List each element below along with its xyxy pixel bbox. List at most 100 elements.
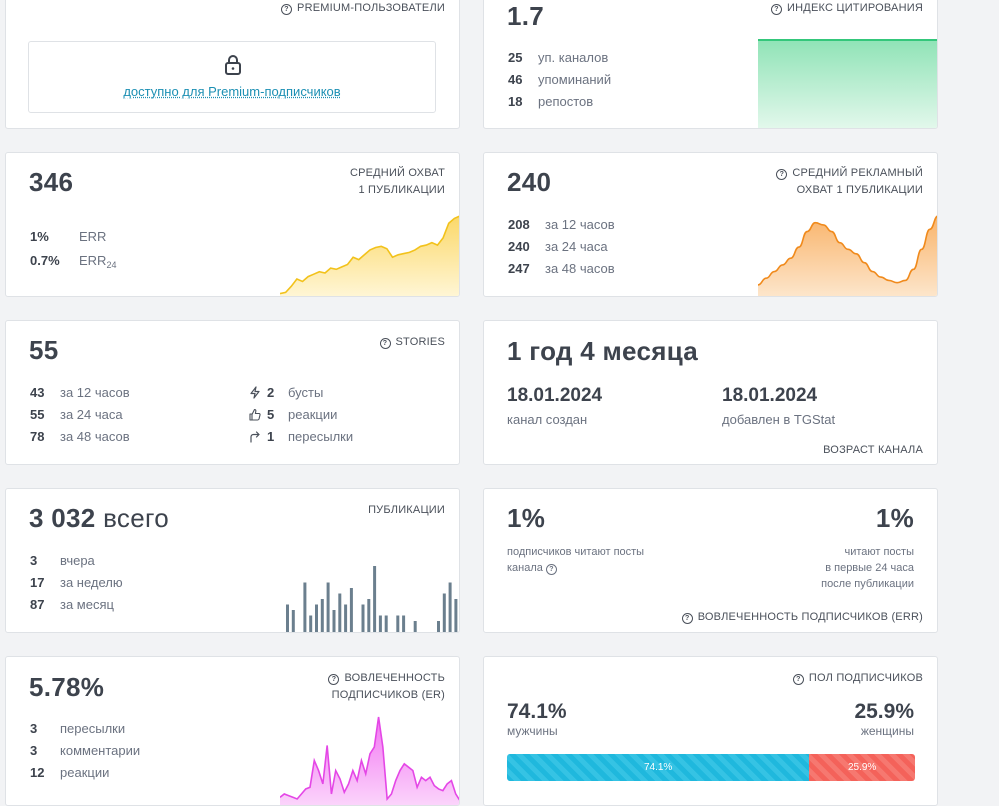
- er-chart: [280, 716, 459, 805]
- posts-bar: [437, 621, 440, 632]
- stories-card: 55 ? STORIES 43 за 12 часов 55 за 24 часа 7…: [5, 320, 460, 465]
- age-value: 1 год 4 месяца: [507, 336, 699, 366]
- posts-bar: [454, 599, 458, 632]
- age-card: 1 год 4 месяца 18.01.2024 канал создан 1…: [483, 320, 938, 465]
- citation-chart: [758, 39, 937, 128]
- help-icon[interactable]: ?: [681, 613, 693, 624]
- err-left-text: подписчиков читают посты канала ?: [507, 546, 645, 575]
- err-right-text: читают посты в первые 24 часа после публик…: [821, 546, 914, 590]
- stories-boosts-row: 2 бусты: [249, 385, 323, 400]
- help-icon[interactable]: ?: [379, 338, 391, 349]
- thumbs-up-icon: [249, 408, 261, 421]
- ad-reach-label: ? СРЕДНИЙ РЕКЛАМНЫЙ ОХВАТ 1 ПУБЛИКАЦИИ: [776, 165, 923, 199]
- premium-label: ? PREMIUM-ПОЛЬЗОВАТЕЛИ: [281, 0, 445, 17]
- citation-value: 1.7: [507, 1, 545, 31]
- posts-bar: [315, 604, 318, 632]
- help-icon[interactable]: ?: [328, 674, 340, 685]
- help-icon[interactable]: ?: [771, 4, 783, 15]
- posts-bar: [367, 599, 371, 632]
- reach-chart: [280, 215, 459, 296]
- er-chart-line: [280, 716, 459, 801]
- citation-row: 25 уп. каналов: [508, 50, 609, 65]
- gender-female-label: женщины: [860, 724, 914, 738]
- reach-chart-line: [280, 215, 459, 295]
- stories-row: 55 за 24 часа: [30, 407, 123, 422]
- stories-shares-row: 1 пересылки: [249, 429, 353, 444]
- posts-card: 3 032 всего ПУБЛИКАЦИИ 3 вчера 17 за недел…: [5, 488, 460, 633]
- posts-row: 87 за месяц: [30, 597, 114, 612]
- stories-reactions-row: 5 реакции: [249, 407, 337, 422]
- posts-bar: [338, 593, 342, 632]
- help-icon[interactable]: ?: [281, 4, 293, 15]
- help-icon[interactable]: ?: [792, 674, 804, 685]
- er-value: 5.78%: [29, 672, 105, 702]
- citation-label: ? ИНДЕКС ЦИТИРОВАНИЯ: [771, 0, 923, 17]
- posts-row: 17 за неделю: [30, 575, 123, 590]
- age-created-date: 18.01.2024: [507, 385, 603, 406]
- posts-bar: [448, 582, 452, 632]
- citation-row: 18 репостов: [508, 94, 594, 109]
- gender-male-label: мужчины: [507, 724, 558, 738]
- posts-bar: [384, 615, 388, 632]
- posts-label: ПУБЛИКАЦИИ: [368, 504, 445, 516]
- ad-reach-chart: [758, 215, 937, 296]
- ad-reach-row: 208 за 12 часов: [508, 217, 615, 232]
- gender-label: ? ПОЛ ПОДПИСЧИКОВ: [792, 670, 923, 687]
- reach-row: 1% ERR: [30, 229, 107, 244]
- posts-bar: [349, 588, 353, 632]
- posts-bar: [320, 599, 324, 632]
- posts-bar: [309, 615, 313, 632]
- reach-chart-area: [280, 216, 459, 296]
- posts-bar: [332, 610, 336, 632]
- posts-value-suffix: всего: [103, 503, 169, 533]
- age-added-date: 18.01.2024: [722, 385, 818, 406]
- posts-bar: [402, 615, 406, 632]
- posts-bar: [378, 615, 382, 632]
- posts-bar: [373, 566, 377, 632]
- share-arrow-icon: [250, 431, 260, 443]
- ad-reach-chart-line: [758, 215, 937, 286]
- ad-reach-row: 240 за 24 часа: [508, 239, 608, 254]
- err-right-value: 1%: [875, 503, 914, 533]
- age-label: ВОЗРАСТ КАНАЛА: [823, 444, 923, 456]
- ad-reach-chart-area: [758, 216, 937, 296]
- gender-card: ? ПОЛ ПОДПИСЧИКОВ 74.1% мужчины 25.9% жен…: [483, 656, 938, 806]
- posts-bar: [361, 604, 365, 632]
- age-added-label: добавлен в TGStat: [722, 412, 836, 427]
- stories-value: 55: [29, 335, 59, 365]
- gender-bar: 74.1% 25.9%: [507, 754, 915, 781]
- help-icon[interactable]: ?: [776, 169, 788, 180]
- er-row: 12 реакции: [30, 765, 110, 780]
- posts-bar: [442, 593, 446, 632]
- gender-male-value: 74.1%: [507, 700, 567, 723]
- bolt-icon: [250, 386, 260, 399]
- stories-row: 78 за 48 часов: [30, 429, 130, 444]
- citation-row: 46 упоминаний: [508, 72, 612, 87]
- help-icon[interactable]: ?: [545, 562, 562, 575]
- premium-link[interactable]: доступно для Premium-подписчиков: [123, 84, 341, 99]
- posts-bar: [303, 582, 307, 632]
- posts-bar: [286, 604, 289, 632]
- er-label: ? ВОВЛЕЧЕННОСТЬ ПОДПИСЧИКОВ (ER): [328, 670, 445, 704]
- citation-area: [758, 39, 937, 128]
- stories-row: 43 за 12 часов: [30, 385, 130, 400]
- err-label: ? ВОВЛЕЧЕННОСТЬ ПОДПИСЧИКОВ (ERR): [681, 609, 923, 626]
- er-card: 5.78% ? ВОВЛЕЧЕННОСТЬ ПОДПИСЧИКОВ (ER) 3 пе…: [5, 656, 460, 806]
- ad-reach-row: 247 за 48 часов: [508, 261, 615, 276]
- posts-row: 3 вчера: [30, 553, 95, 568]
- reach-label: СРЕДНИЙ ОХВАТ 1 ПУБЛИКАЦИИ: [349, 167, 445, 196]
- posts-value: 3 032 всего: [29, 503, 169, 533]
- premium-lock-box[interactable]: доступно для Premium-подписчиков: [28, 41, 436, 113]
- err-left-value: 1%: [507, 503, 546, 533]
- citation-card: 1.7 ? ИНДЕКС ЦИТИРОВАНИЯ 25 уп. каналов 46…: [483, 0, 938, 129]
- age-created-label: канал создан: [507, 412, 588, 427]
- er-chart-area: [280, 717, 459, 805]
- err-card: 1% подписчиков читают посты канала ? 1% ч…: [483, 488, 938, 633]
- posts-bar: [291, 610, 295, 632]
- posts-chart: [286, 566, 458, 632]
- posts-bar: [326, 582, 330, 632]
- stories-label: ? STORIES: [379, 334, 446, 351]
- posts-bar: [396, 615, 400, 632]
- gender-bar-female: 25.9%: [809, 754, 915, 781]
- lock-icon: [225, 55, 241, 75]
